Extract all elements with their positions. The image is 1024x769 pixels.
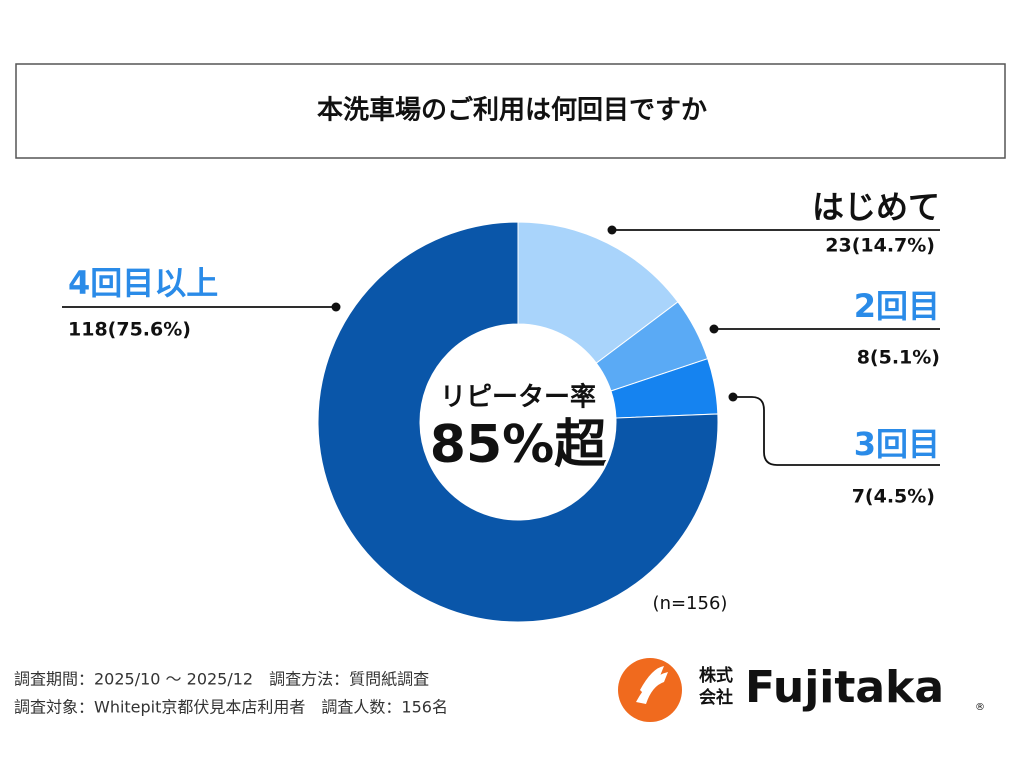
footer-line: 調査期間：2025/10 〜 2025/12 調査方法：質問紙調査 bbox=[14, 670, 429, 689]
chart-title: 本洗車場のご利用は何回目ですか bbox=[317, 95, 707, 126]
logo-glyph bbox=[636, 666, 668, 704]
category-label: 4回目以上 bbox=[68, 264, 218, 302]
value-label: 23(14.7%) bbox=[825, 235, 935, 257]
slice bbox=[317, 221, 719, 623]
leader-dot bbox=[607, 225, 617, 235]
logo-prefix: 会社 bbox=[699, 687, 733, 708]
value-label: 118(75.6%) bbox=[68, 319, 191, 341]
value-label: 7(4.5%) bbox=[852, 486, 935, 508]
category-label: 3回目 bbox=[854, 425, 940, 463]
logo-registered: ® bbox=[975, 702, 985, 713]
center-label: リピーター率 bbox=[440, 382, 596, 413]
category-label: 2回目 bbox=[854, 287, 940, 325]
donut bbox=[317, 221, 719, 623]
leader-dot bbox=[728, 392, 738, 402]
logo-prefix: 株式 bbox=[699, 665, 733, 686]
center-value: 85%超 bbox=[430, 415, 607, 475]
logo: 株式 会社 Fujitaka ® bbox=[618, 658, 985, 722]
leader-line bbox=[733, 396, 940, 466]
note: (n=156) bbox=[653, 593, 728, 614]
leader-dot bbox=[331, 302, 341, 312]
value-label: 8(5.1%) bbox=[857, 347, 940, 369]
title-box bbox=[15, 63, 1006, 159]
logo-name: Fujitaka bbox=[745, 662, 944, 713]
category-label: はじめて bbox=[812, 188, 940, 226]
leader-dot bbox=[709, 324, 719, 334]
footer-line: 調査対象：Whitepit京都伏見本店利用者 調査人数：156名 bbox=[14, 698, 448, 717]
